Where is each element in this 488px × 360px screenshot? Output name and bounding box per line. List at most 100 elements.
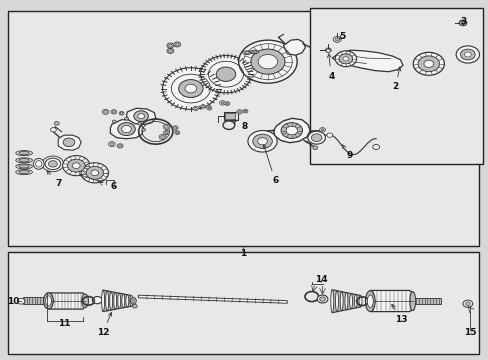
Circle shape <box>221 102 224 104</box>
Circle shape <box>334 38 338 41</box>
Circle shape <box>110 143 114 145</box>
Ellipse shape <box>105 291 108 311</box>
Circle shape <box>257 138 267 145</box>
Ellipse shape <box>125 295 128 307</box>
Ellipse shape <box>244 51 249 54</box>
Circle shape <box>462 300 472 307</box>
Polygon shape <box>103 290 131 312</box>
Circle shape <box>162 68 219 109</box>
Circle shape <box>176 132 178 134</box>
Circle shape <box>119 112 124 115</box>
Circle shape <box>117 144 123 148</box>
Circle shape <box>321 129 324 131</box>
Circle shape <box>72 163 80 168</box>
Circle shape <box>118 145 122 147</box>
Circle shape <box>166 48 173 53</box>
Ellipse shape <box>366 295 372 307</box>
Ellipse shape <box>19 171 29 174</box>
Circle shape <box>54 122 59 125</box>
Circle shape <box>326 133 332 137</box>
Ellipse shape <box>19 165 29 168</box>
Circle shape <box>112 120 116 123</box>
Polygon shape <box>369 291 413 312</box>
Bar <box>224 112 237 120</box>
Circle shape <box>412 52 444 75</box>
Polygon shape <box>273 118 310 143</box>
Circle shape <box>138 114 144 119</box>
Circle shape <box>192 106 198 111</box>
Circle shape <box>178 80 203 98</box>
Ellipse shape <box>122 294 124 308</box>
Polygon shape <box>110 120 143 139</box>
Ellipse shape <box>109 292 112 310</box>
Circle shape <box>244 110 246 112</box>
Circle shape <box>173 127 177 129</box>
Circle shape <box>319 128 325 132</box>
Circle shape <box>200 105 205 108</box>
Text: 6: 6 <box>110 182 117 191</box>
Circle shape <box>124 117 128 120</box>
Ellipse shape <box>102 290 104 312</box>
Text: 14: 14 <box>315 275 327 284</box>
Circle shape <box>108 141 115 147</box>
Circle shape <box>168 49 172 52</box>
Circle shape <box>102 109 109 114</box>
Circle shape <box>112 111 115 113</box>
Circle shape <box>460 22 464 24</box>
Circle shape <box>238 111 241 113</box>
Polygon shape <box>126 108 156 125</box>
Ellipse shape <box>130 298 136 304</box>
Circle shape <box>62 156 90 176</box>
Circle shape <box>281 123 302 138</box>
Circle shape <box>17 298 25 304</box>
Polygon shape <box>58 135 81 150</box>
Ellipse shape <box>16 164 32 169</box>
Circle shape <box>326 49 330 52</box>
Text: 11: 11 <box>58 319 70 328</box>
Polygon shape <box>48 293 86 309</box>
Ellipse shape <box>330 290 333 313</box>
Ellipse shape <box>45 296 51 306</box>
Circle shape <box>166 43 173 48</box>
Ellipse shape <box>354 294 357 308</box>
Text: 1: 1 <box>240 249 245 258</box>
Circle shape <box>312 146 317 149</box>
Bar <box>310 8 483 164</box>
Circle shape <box>67 159 85 172</box>
Circle shape <box>92 297 102 304</box>
Circle shape <box>372 144 379 149</box>
Circle shape <box>164 131 168 134</box>
Circle shape <box>285 126 297 135</box>
Ellipse shape <box>118 293 121 309</box>
Circle shape <box>243 109 247 113</box>
Ellipse shape <box>19 152 29 155</box>
Circle shape <box>174 131 179 134</box>
Circle shape <box>236 110 242 114</box>
Text: 2: 2 <box>392 67 400 91</box>
Circle shape <box>159 134 165 139</box>
Circle shape <box>63 138 75 147</box>
Text: 7: 7 <box>47 171 61 188</box>
Text: 9: 9 <box>342 145 352 160</box>
Bar <box>8 252 478 354</box>
Text: 13: 13 <box>391 304 407 324</box>
Ellipse shape <box>132 299 135 303</box>
Ellipse shape <box>409 292 415 311</box>
Circle shape <box>417 56 439 72</box>
Circle shape <box>103 111 107 113</box>
Circle shape <box>168 44 172 47</box>
Circle shape <box>173 42 180 47</box>
Text: 8: 8 <box>233 120 247 131</box>
Circle shape <box>194 107 197 109</box>
Circle shape <box>455 46 479 63</box>
Polygon shape <box>331 50 402 72</box>
Ellipse shape <box>340 292 343 311</box>
Circle shape <box>175 43 179 46</box>
Circle shape <box>325 48 330 52</box>
Ellipse shape <box>335 291 338 312</box>
Ellipse shape <box>81 294 88 308</box>
Circle shape <box>163 125 169 130</box>
Ellipse shape <box>33 158 44 169</box>
Circle shape <box>334 51 356 67</box>
Circle shape <box>111 110 117 114</box>
